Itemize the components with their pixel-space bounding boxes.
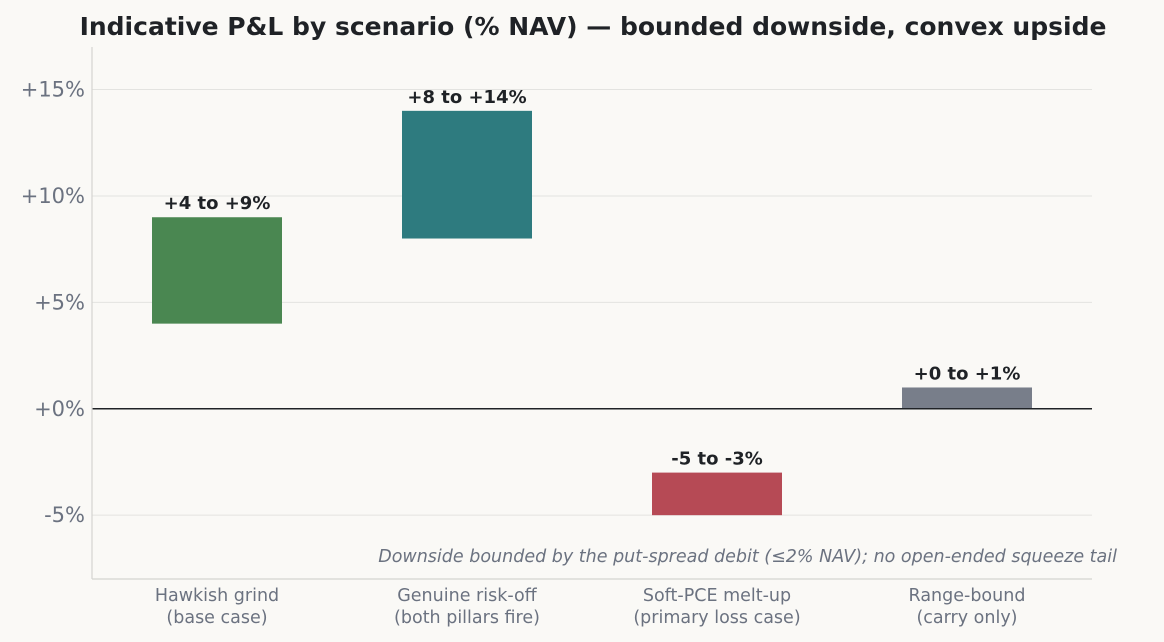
x-tick-label: Genuine risk-off [397, 586, 537, 606]
x-tick-label: Hawkish grind [155, 586, 279, 606]
data-label: -5 to -3% [671, 449, 763, 470]
x-tick-labels: Hawkish grind(base case) Genuine risk-off… [155, 586, 1026, 628]
y-tick-label: +10% [21, 184, 85, 208]
x-tick-label: Range-bound [909, 586, 1026, 606]
chart-annotation: Downside bounded by the put-spread debit… [378, 547, 1117, 567]
y-tick-label: +5% [34, 290, 85, 314]
x-tick-label: (carry only) [916, 608, 1017, 628]
chart-title: Indicative P&L by scenario (% NAV) — bou… [80, 12, 1107, 41]
axes [91, 47, 1092, 580]
x-tick-label: (both pillars fire) [394, 608, 540, 628]
bar [152, 217, 282, 324]
x-tick-label: (base case) [166, 608, 267, 628]
data-label: +4 to +9% [164, 193, 271, 214]
bar [652, 472, 782, 516]
bar [402, 110, 532, 239]
data-label: +8 to +14% [407, 87, 526, 108]
data-label: +0 to +1% [914, 363, 1021, 384]
y-tick-label: +0% [34, 397, 85, 421]
data-labels: +4 to +9% +8 to +14% -5 to -3% +0 to +1% [164, 87, 1021, 470]
y-tick-label: +15% [21, 78, 85, 102]
bar [902, 387, 1032, 409]
y-tick-labels: -5% +0% +5% +10% +15% [21, 78, 85, 528]
x-tick-label: (primary loss case) [633, 608, 800, 628]
bars [152, 110, 1032, 516]
y-tick-label: -5% [44, 503, 85, 527]
x-tick-label: Soft-PCE melt-up [643, 586, 791, 606]
